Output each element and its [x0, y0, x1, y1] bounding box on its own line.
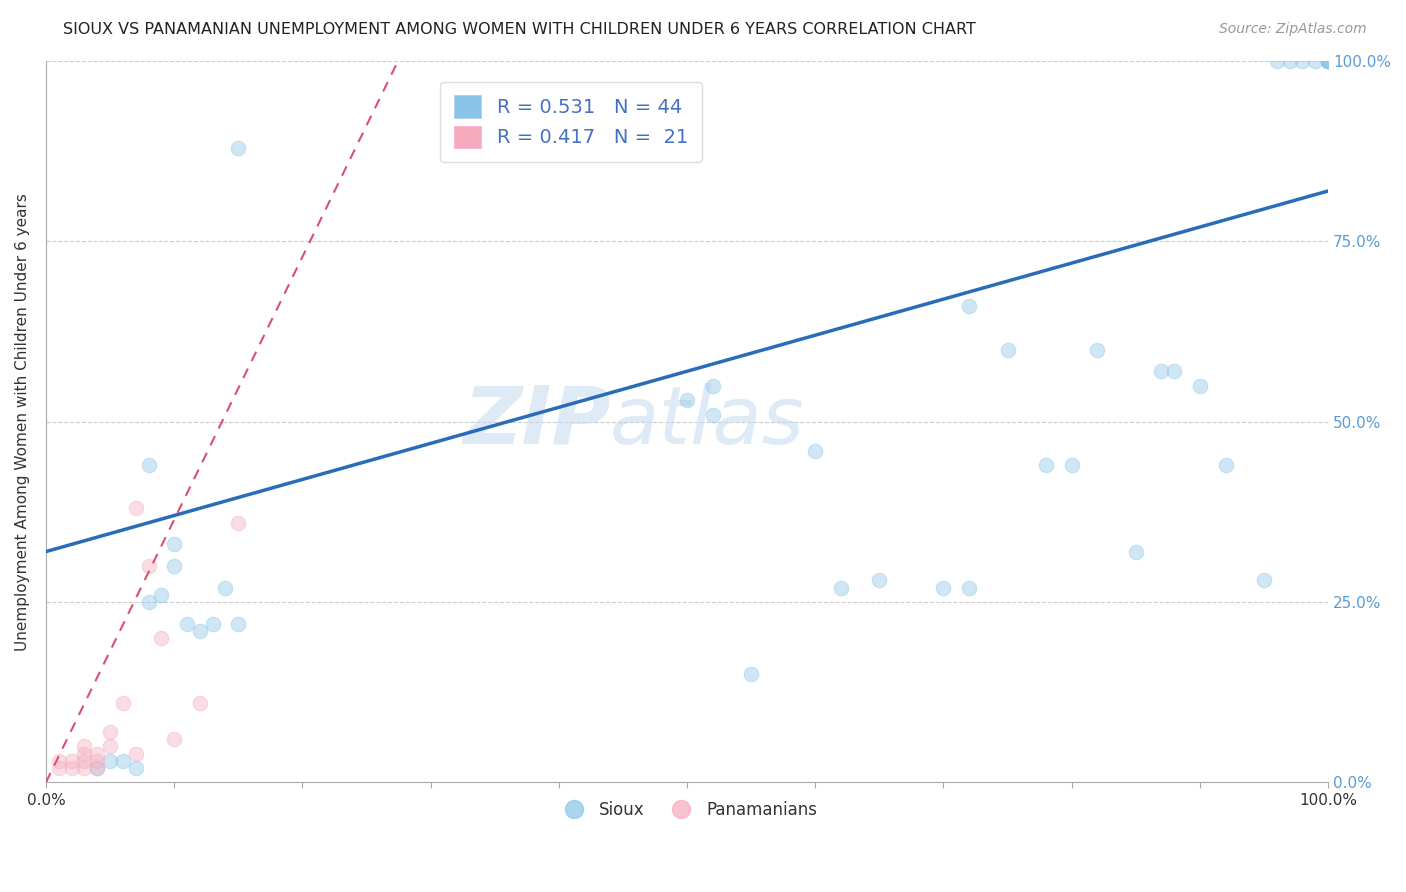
Point	[125, 501, 148, 516]
Point	[1265, 54, 1288, 69]
Point	[1278, 54, 1301, 69]
Point	[1125, 544, 1147, 558]
Point	[1035, 458, 1057, 472]
Point	[1317, 54, 1340, 69]
Point	[48, 761, 70, 775]
Point	[48, 754, 70, 768]
Point	[804, 443, 827, 458]
Point	[1317, 54, 1340, 69]
Point	[1163, 364, 1185, 378]
Point	[226, 616, 249, 631]
Point	[957, 299, 980, 313]
Point	[1305, 54, 1327, 69]
Point	[1253, 574, 1275, 588]
Text: Source: ZipAtlas.com: Source: ZipAtlas.com	[1219, 22, 1367, 37]
Point	[111, 696, 134, 710]
Point	[73, 747, 96, 761]
Point	[163, 732, 186, 747]
Point	[1150, 364, 1173, 378]
Point	[73, 754, 96, 768]
Point	[60, 761, 83, 775]
Point	[201, 616, 224, 631]
Point	[740, 667, 762, 681]
Text: ZIP: ZIP	[463, 383, 610, 461]
Point	[60, 754, 83, 768]
Point	[226, 516, 249, 530]
Point	[73, 739, 96, 754]
Point	[138, 595, 160, 609]
Point	[957, 581, 980, 595]
Point	[176, 616, 198, 631]
Point	[1291, 54, 1313, 69]
Point	[1215, 458, 1237, 472]
Point	[86, 761, 108, 775]
Point	[98, 739, 121, 754]
Point	[188, 624, 211, 638]
Point	[188, 696, 211, 710]
Point	[73, 761, 96, 775]
Text: atlas: atlas	[610, 383, 804, 461]
Point	[702, 408, 724, 422]
Point	[163, 559, 186, 574]
Legend: Sioux, Panamanians: Sioux, Panamanians	[550, 795, 824, 826]
Point	[125, 761, 148, 775]
Point	[1188, 378, 1211, 392]
Point	[214, 581, 236, 595]
Point	[1317, 54, 1340, 69]
Y-axis label: Unemployment Among Women with Children Under 6 years: Unemployment Among Women with Children U…	[15, 193, 30, 650]
Point	[98, 754, 121, 768]
Point	[1317, 54, 1340, 69]
Point	[1085, 343, 1108, 357]
Point	[932, 581, 955, 595]
Point	[997, 343, 1019, 357]
Point	[150, 631, 173, 645]
Point	[226, 141, 249, 155]
Point	[868, 574, 890, 588]
Point	[150, 588, 173, 602]
Point	[1317, 54, 1340, 69]
Point	[125, 747, 148, 761]
Point	[702, 378, 724, 392]
Point	[98, 724, 121, 739]
Point	[111, 754, 134, 768]
Point	[163, 537, 186, 551]
Text: SIOUX VS PANAMANIAN UNEMPLOYMENT AMONG WOMEN WITH CHILDREN UNDER 6 YEARS CORRELA: SIOUX VS PANAMANIAN UNEMPLOYMENT AMONG W…	[63, 22, 976, 37]
Point	[86, 747, 108, 761]
Point	[138, 559, 160, 574]
Point	[138, 458, 160, 472]
Point	[676, 393, 699, 408]
Point	[86, 754, 108, 768]
Point	[830, 581, 852, 595]
Point	[86, 761, 108, 775]
Point	[1060, 458, 1083, 472]
